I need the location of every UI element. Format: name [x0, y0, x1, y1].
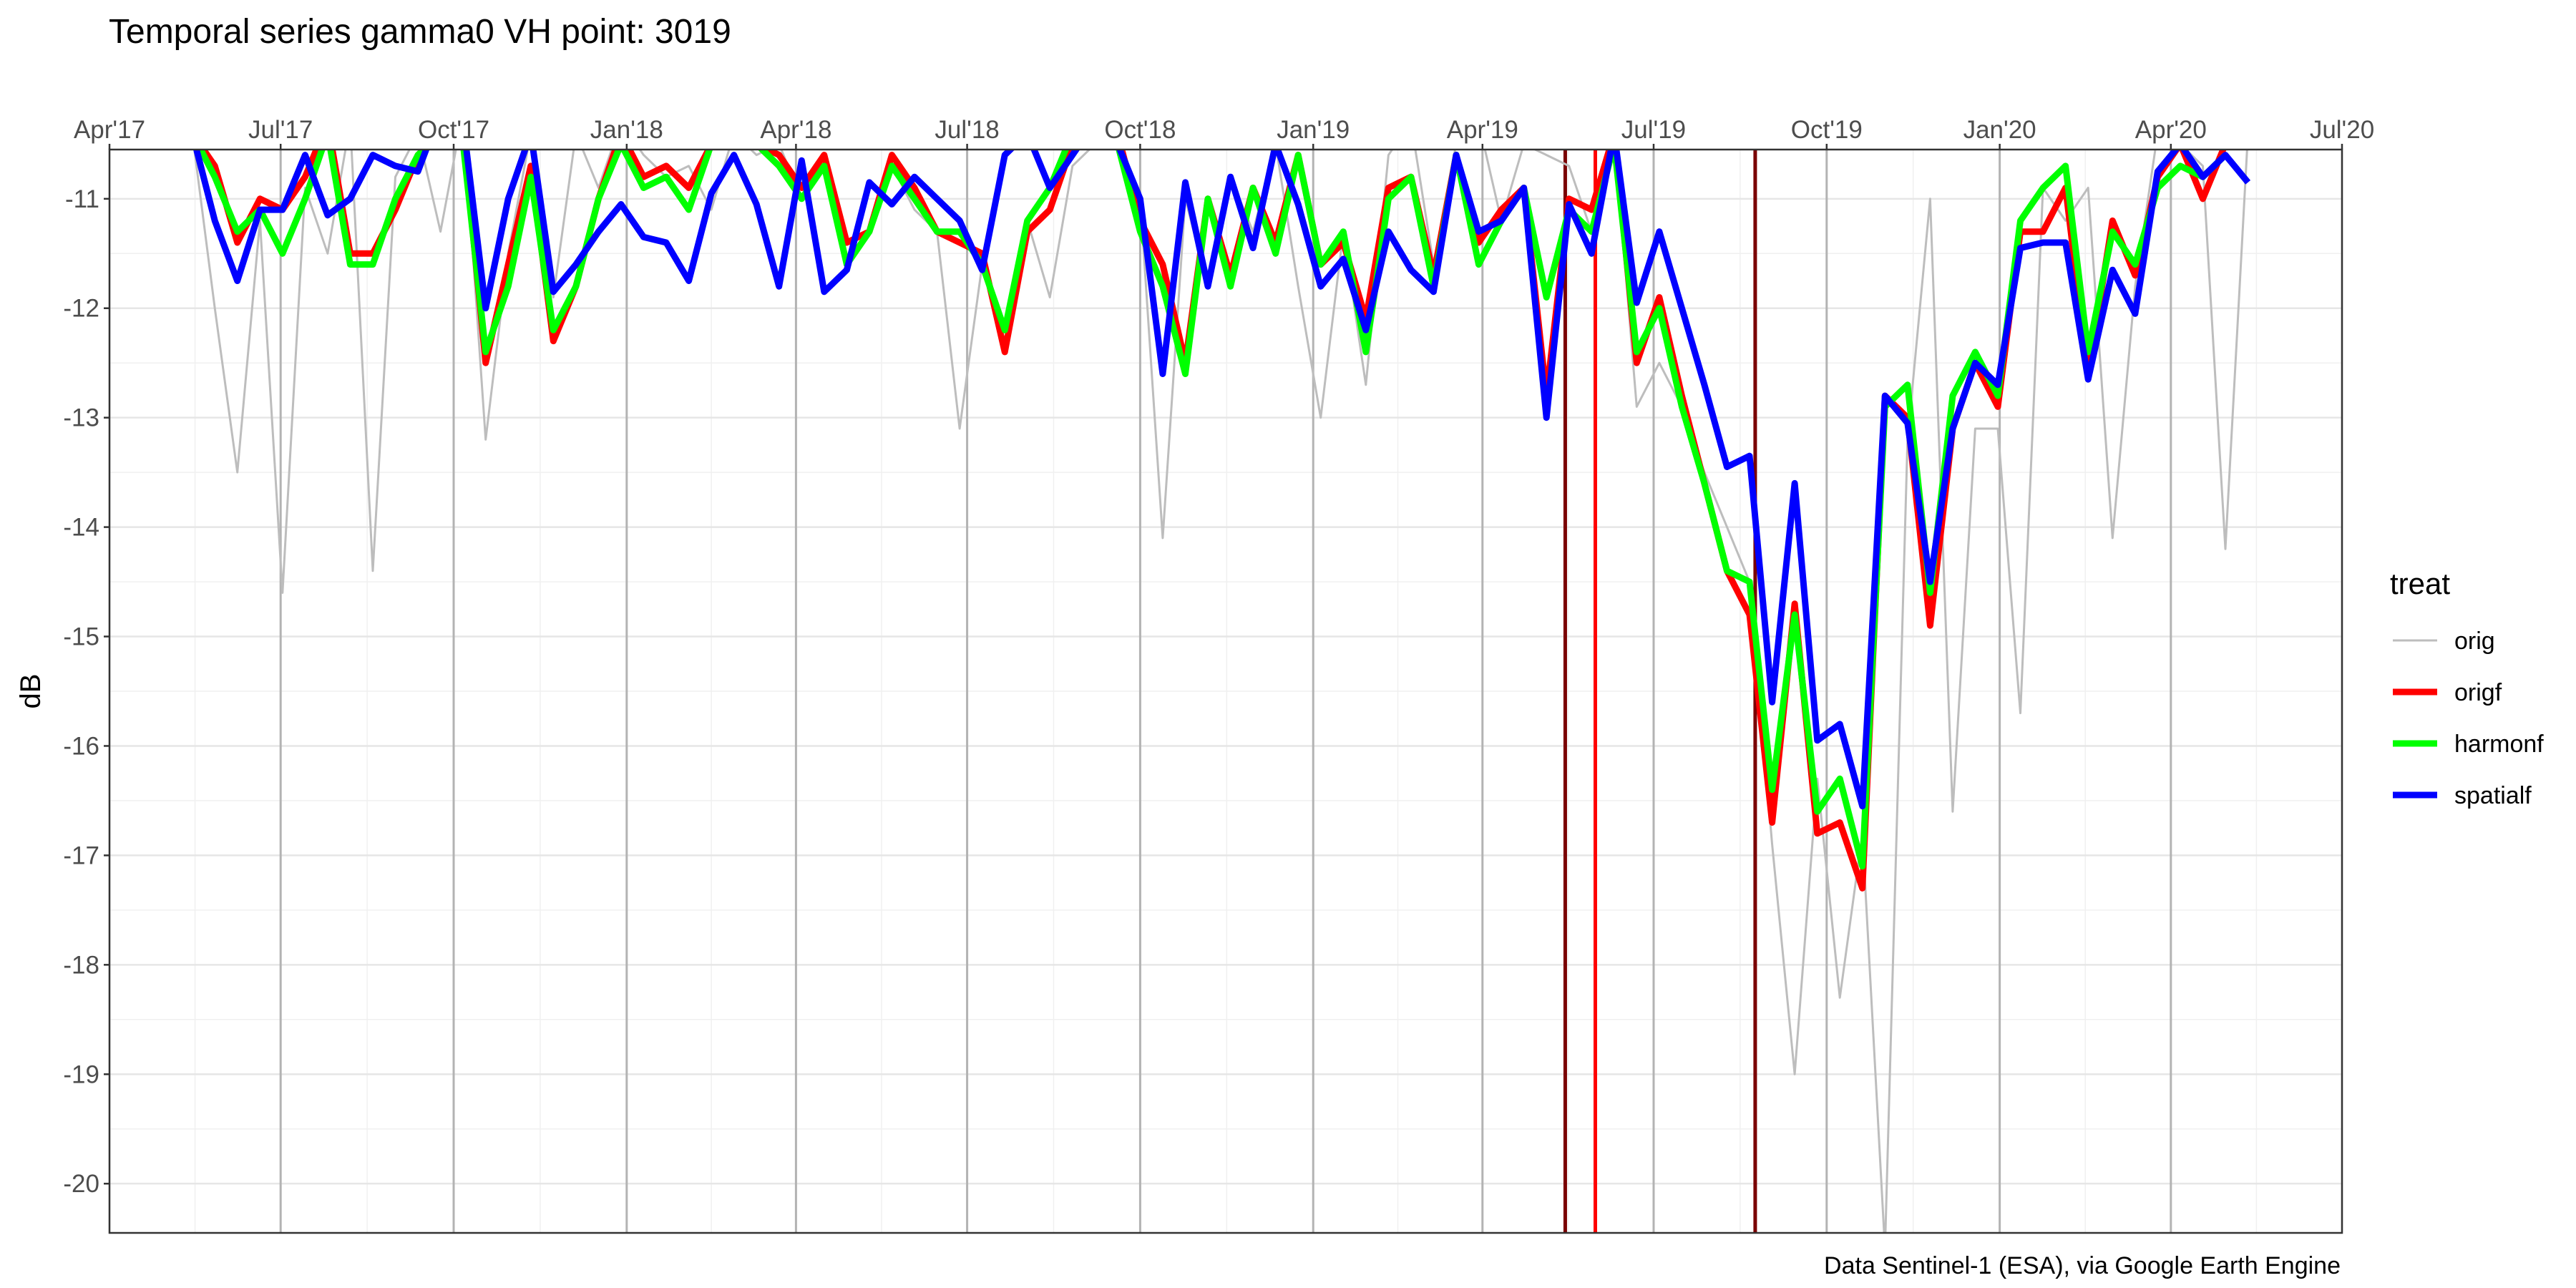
legend-label-spatialf: spatialf — [2454, 782, 2532, 809]
reference-vertical-lines — [279, 150, 2172, 1233]
y-tick-label: -20 — [63, 1170, 99, 1198]
y-tick-label: -18 — [63, 951, 99, 979]
x-tick-label: Jul'20 — [2310, 116, 2374, 144]
x-tick-label: Jan'19 — [1277, 116, 1350, 144]
x-tick-label: Jul'18 — [935, 116, 999, 144]
legend-title: treat — [2390, 567, 2450, 600]
series-line-spatialf — [192, 150, 2251, 810]
x-tick-label: Apr'17 — [74, 116, 145, 144]
plot-panel-border — [108, 148, 2343, 1234]
legend: treat orig origf harmonf spatialf — [2390, 567, 2544, 809]
y-tick-label: -14 — [63, 514, 99, 542]
chart-title: Temporal series gamma0 VH point: 3019 — [109, 13, 731, 51]
x-tick-label: Jan'20 — [1963, 116, 2036, 144]
x-tick-label: Apr'19 — [1447, 116, 1518, 144]
x-tick-label: Jan'18 — [590, 116, 663, 144]
chart-caption: Data Sentinel-1 (ESA), via Google Earth … — [1824, 1252, 2341, 1279]
x-tick-label: Oct'18 — [1104, 116, 1176, 144]
y-tick-label: -12 — [63, 295, 99, 323]
y-tick-label: -17 — [63, 841, 99, 869]
x-axis: Apr'17 Jul'17 Oct'17 Jan'18 Apr'18 Jul'18 Oct'… — [74, 116, 2374, 150]
series-lines — [192, 150, 2251, 1233]
x-tick-label: Oct'17 — [418, 116, 489, 144]
x-tick-label: Jul'19 — [1621, 116, 1686, 144]
y-tick-label: -11 — [65, 185, 99, 213]
y-tick-label: -15 — [63, 623, 99, 651]
y-tick-label: -13 — [63, 404, 99, 432]
legend-label-harmonf: harmonf — [2454, 731, 2544, 758]
legend-label-origf: origf — [2454, 679, 2502, 706]
legend-label-orig: orig — [2454, 628, 2495, 655]
x-tick-label: Oct'19 — [1791, 116, 1863, 144]
y-tick-label: -16 — [63, 732, 99, 760]
y-tick-label: -19 — [63, 1060, 99, 1088]
y-axis-title: dB — [15, 674, 47, 709]
x-tick-label: Apr'18 — [760, 116, 831, 144]
x-tick-label: Apr'20 — [2135, 116, 2207, 144]
x-tick-label: Jul'17 — [248, 116, 313, 144]
y-axis: -11 -12 -13 -14 -15 -16 -17 -18 -19 -20 — [63, 185, 109, 1198]
